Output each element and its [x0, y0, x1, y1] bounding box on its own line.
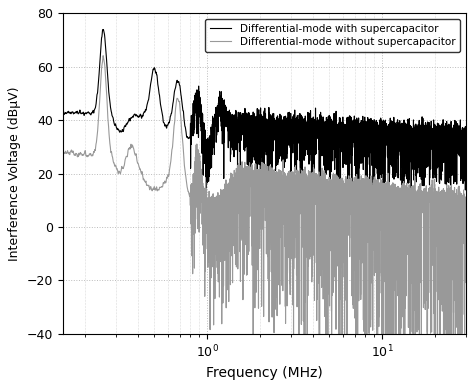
Differential-mode without supercapacitor [361, 191, 366, 196]
Differential-mode with supercapacitor [463, 133, 468, 138]
Differential-mode without supercapacitor [133, 152, 139, 157]
Differential-mode with supercapacitor [361, 129, 366, 134]
Differential-mode with supercapacitor [322, 174, 328, 179]
Differential-mode with supercapacitor [133, 113, 139, 117]
Differential-mode with supercapacitor [392, 121, 397, 126]
Differential-mode without supercapacitor [463, 200, 468, 204]
Legend: Differential-mode with supercapacitor, Differential-mode without supercapacitor: Differential-mode with supercapacitor, D… [205, 19, 460, 52]
Line: Differential-mode with supercapacitor: Differential-mode with supercapacitor [63, 29, 465, 192]
Differential-mode without supercapacitor [302, 213, 308, 217]
Differential-mode without supercapacitor [322, 171, 328, 175]
Differential-mode without supercapacitor [100, 53, 106, 58]
Differential-mode with supercapacitor [302, 124, 308, 128]
Differential-mode with supercapacitor [100, 27, 106, 32]
Differential-mode with supercapacitor [203, 190, 209, 194]
Differential-mode without supercapacitor [392, 193, 397, 198]
Line: Differential-mode without supercapacitor: Differential-mode without supercapacitor [63, 55, 465, 357]
Differential-mode with supercapacitor [214, 109, 220, 113]
Differential-mode without supercapacitor [60, 147, 66, 152]
X-axis label: Frequency (MHz): Frequency (MHz) [206, 365, 323, 380]
Differential-mode without supercapacitor [393, 354, 399, 359]
Differential-mode without supercapacitor [214, 258, 220, 262]
Differential-mode with supercapacitor [60, 108, 66, 113]
Y-axis label: Interference Voltage (dBμV): Interference Voltage (dBμV) [9, 86, 21, 261]
